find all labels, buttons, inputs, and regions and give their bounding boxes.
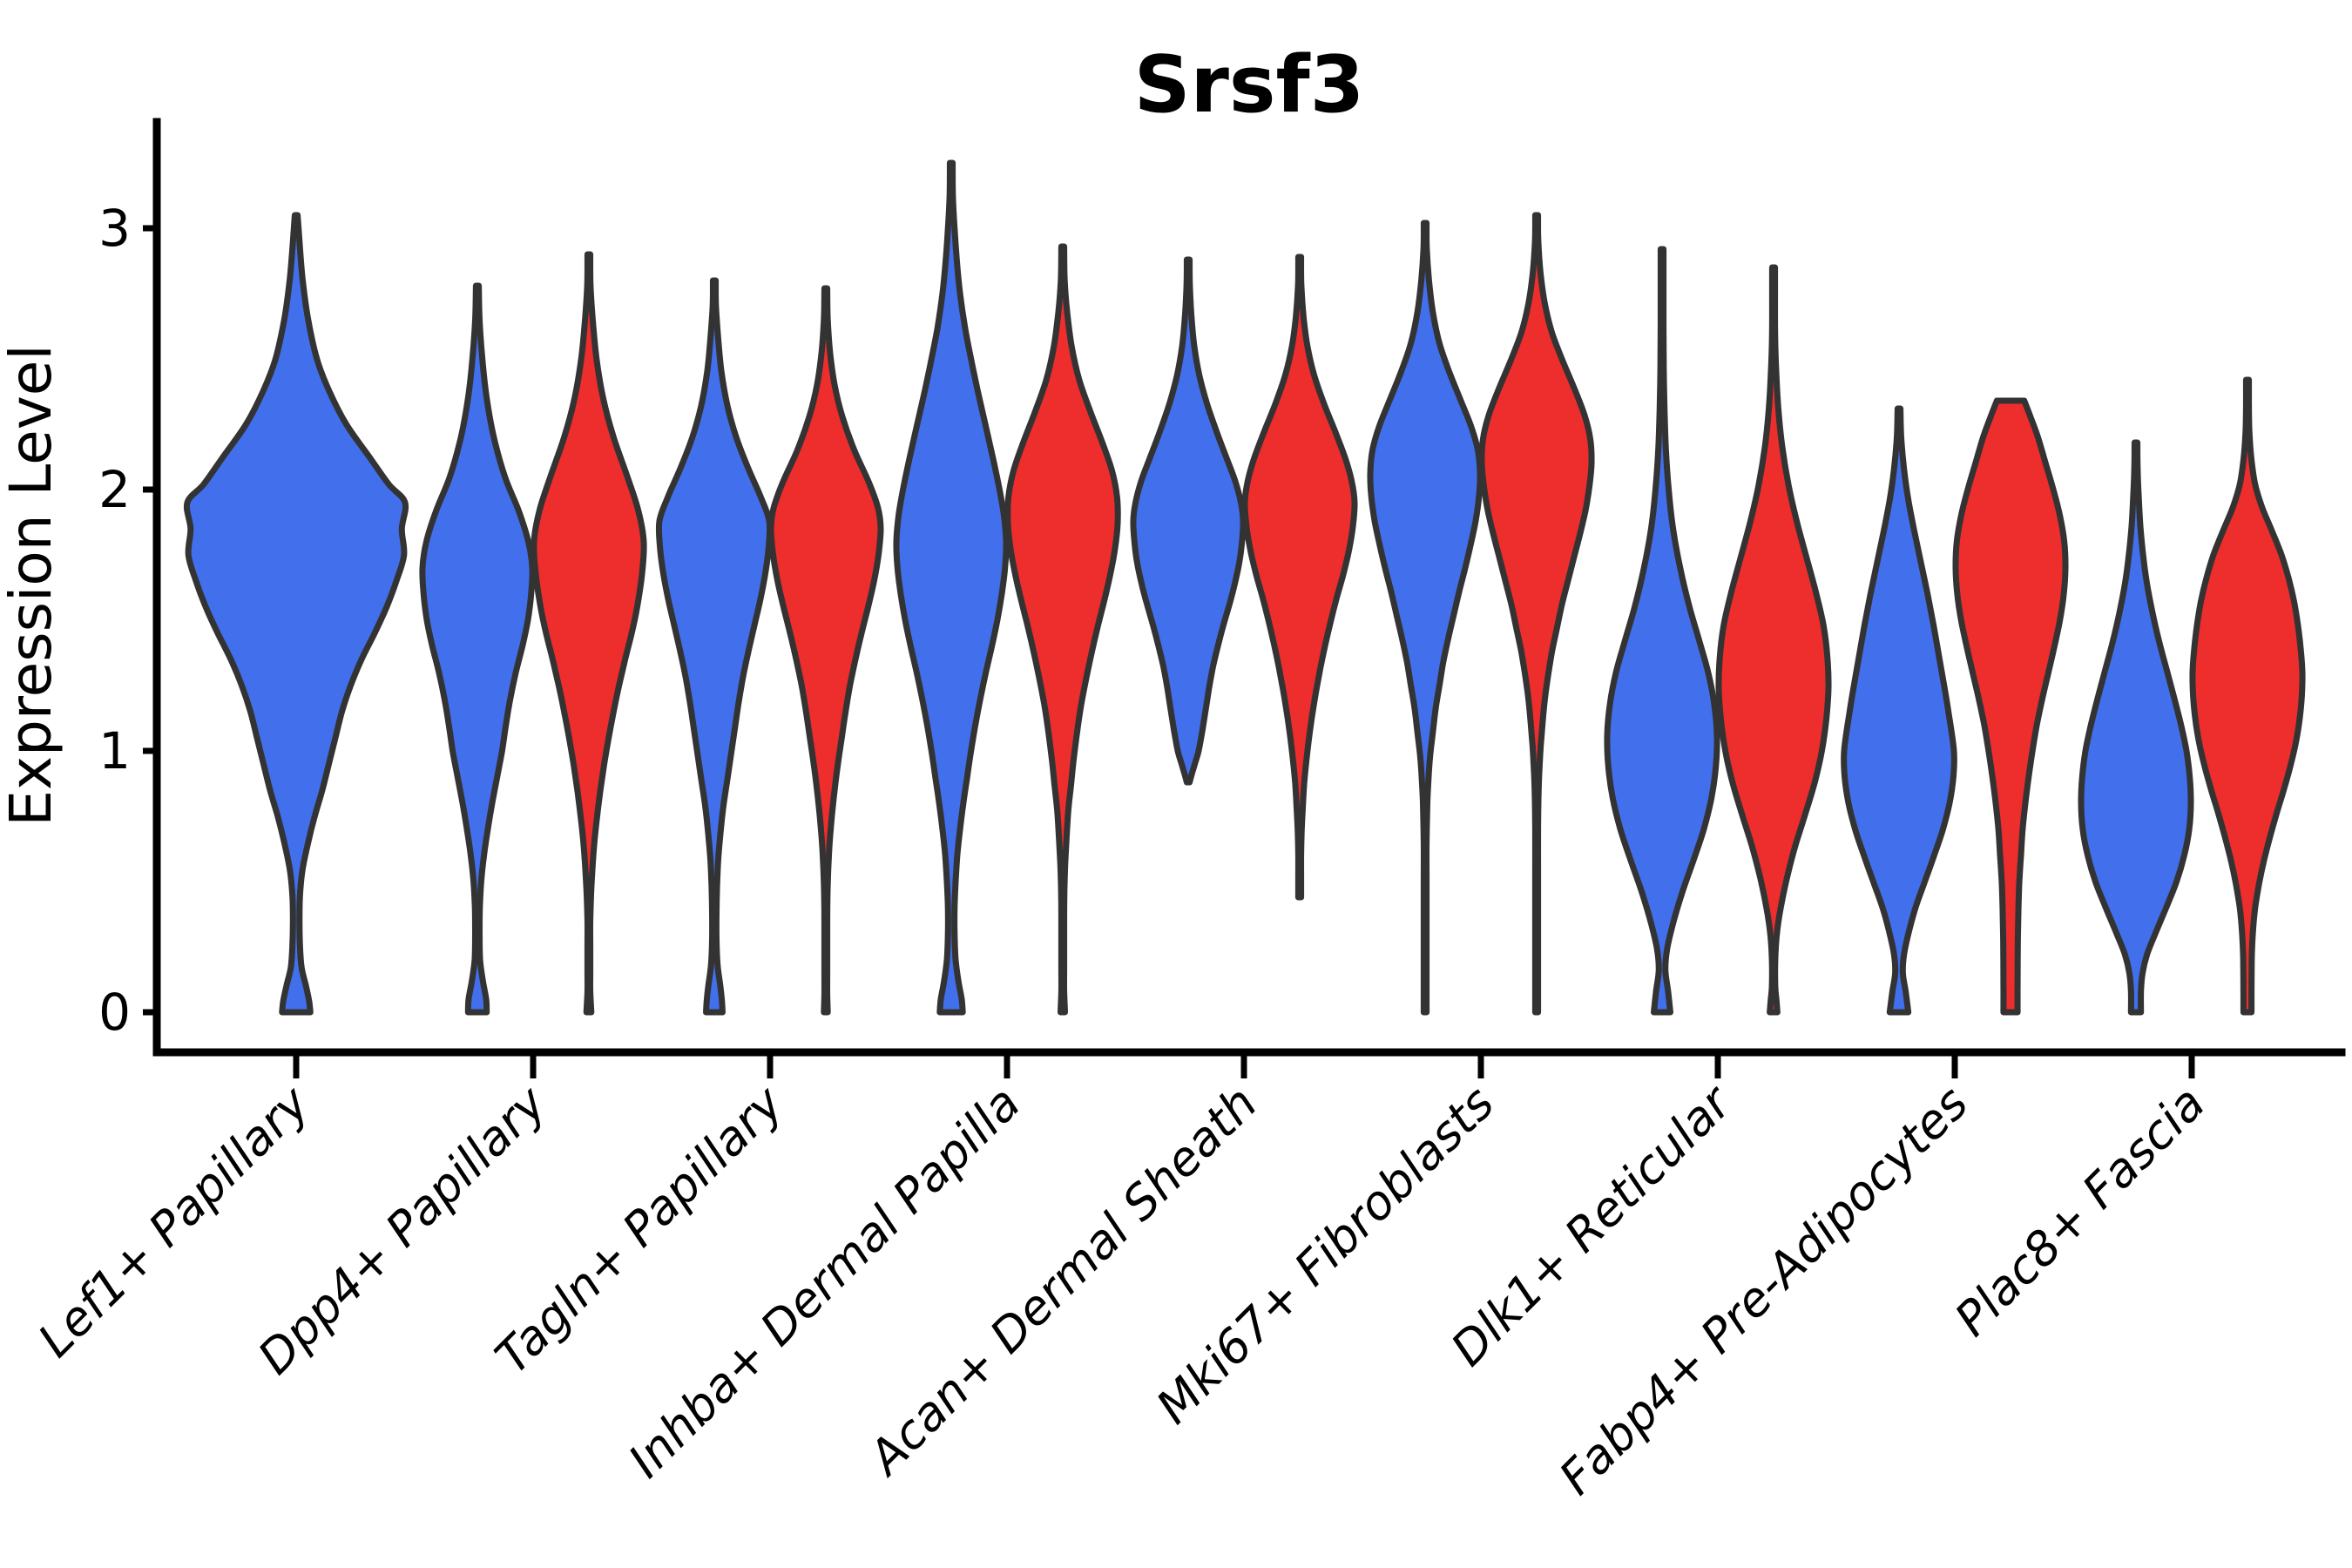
violin-lef1-papillary-blue	[183, 212, 409, 1016]
violin-tagln-papillary-blue	[655, 277, 774, 1016]
violin-tagln-papillary-red	[767, 285, 884, 1016]
y-tick-label-1: 1	[98, 721, 131, 781]
chart-title: Srsf3	[1134, 39, 1365, 131]
violin-acan-dermal-sheath-red	[1241, 253, 1358, 901]
violins-layer	[183, 159, 2306, 1016]
violin-fabp4-pre-adipocytes-red	[1952, 397, 2069, 1016]
violin-mki67-fibroblasts-red	[1478, 212, 1595, 1016]
violin-acan-dermal-sheath-blue	[1130, 256, 1247, 786]
violin-inhba-dermal-papilla-blue	[893, 159, 1010, 1016]
violin-dlk1-reticular-red	[1715, 264, 1832, 1016]
violin-dpp4-papillary-blue	[419, 282, 536, 1016]
violin-plac8-fascia-red	[2189, 376, 2306, 1016]
y-axis-label: Expression Level	[0, 344, 64, 826]
y-tick-label-3: 3	[98, 199, 131, 258]
violin-dpp4-papillary-red	[531, 251, 647, 1016]
violin-fabp4-pre-adipocytes-blue	[1841, 405, 1957, 1016]
y-tick-label-2: 2	[98, 460, 131, 519]
y-ticks: 0 1 2 3	[98, 199, 157, 1042]
violin-plac8-fascia-blue	[2078, 439, 2194, 1016]
violin-inhba-dermal-papilla-red	[1004, 243, 1121, 1016]
y-tick-label-0: 0	[98, 983, 131, 1042]
violin-mki67-fibroblasts-blue	[1367, 220, 1484, 1016]
violin-dlk1-reticular-blue	[1604, 246, 1720, 1016]
